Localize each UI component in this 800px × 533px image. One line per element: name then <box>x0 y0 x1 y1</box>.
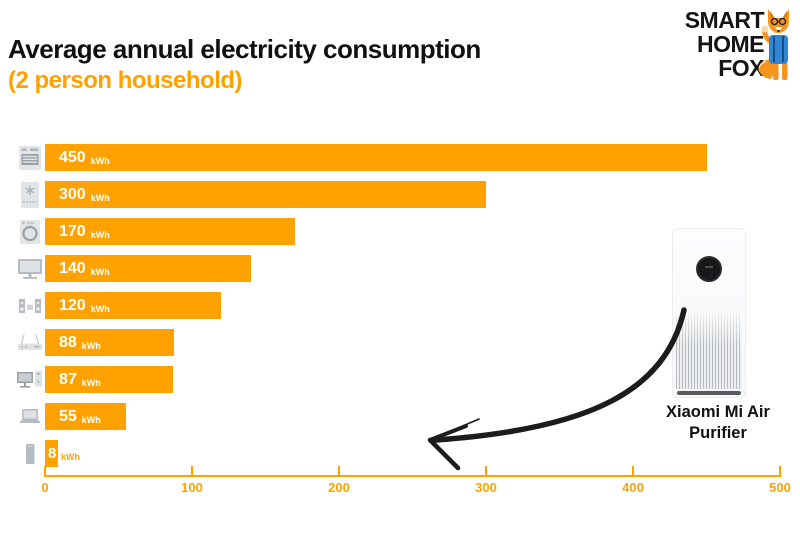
x-axis-tick-label: 400 <box>622 480 644 495</box>
bar-row: 120 kWh <box>14 287 780 324</box>
bar-value: 8 <box>48 445 57 462</box>
bar-row: 140 kWh <box>14 250 780 287</box>
x-axis-tick <box>485 466 487 477</box>
annotation-line: Purifier <box>689 424 747 442</box>
bar-row: 170 kWh <box>14 213 780 250</box>
brand-logo: SMART HOME FOX <box>684 7 765 81</box>
air-purifier-image <box>672 228 746 398</box>
x-axis-tick <box>191 466 193 477</box>
header: Average annual electricity consumption (… <box>8 34 481 95</box>
bar-unit: kWh <box>90 266 110 277</box>
bar-unit: kWh <box>61 451 80 462</box>
tv-icon <box>14 254 45 284</box>
desktop-computer-icon <box>14 365 45 395</box>
annotation-label: Xiaomi Mi Air Purifier <box>648 402 788 444</box>
logo-line: FOX <box>718 55 764 81</box>
bar-track: 8 kWh <box>45 440 780 467</box>
washing-machine-icon <box>14 217 45 247</box>
bar-unit: kWh <box>81 414 101 425</box>
page-title: Average annual electricity consumption <box>8 34 481 64</box>
bar-value: 120 <box>59 296 86 314</box>
bar-laptop: 55 kWh <box>45 403 126 430</box>
bar-value: 450 <box>59 148 86 166</box>
bar-electric-stove: 450 kWh <box>45 144 707 171</box>
x-axis-tick <box>44 466 46 477</box>
bar-track: 87 kWh <box>45 366 780 393</box>
bar-track: 170 kWh <box>45 218 780 245</box>
bar-track: 300 kWh <box>45 181 780 208</box>
fox-mascot-icon <box>758 9 789 80</box>
stereo-icon <box>14 291 45 321</box>
x-axis-tick <box>779 466 781 477</box>
x-axis-tick-label: 100 <box>181 480 203 495</box>
bar-value: 300 <box>59 185 86 203</box>
bar-freezer: 300 kWh <box>45 181 486 208</box>
annotation-line: Xiaomi Mi Air <box>666 403 770 421</box>
bar-row: 87 kWh <box>14 361 780 398</box>
router-icon <box>14 328 45 358</box>
smartphone-icon <box>14 439 45 469</box>
bar-track: 55 kWh <box>45 403 780 430</box>
x-axis-tick <box>632 466 634 477</box>
x-axis-line <box>45 475 780 477</box>
bar-value: 88 <box>59 333 77 351</box>
bar-tv: 140 kWh <box>45 255 251 282</box>
logo-line: SMART <box>684 7 765 33</box>
bar-unit: kWh <box>90 155 110 166</box>
freezer-icon <box>14 180 45 210</box>
bar-unit: kWh <box>81 340 101 351</box>
bar-row: 8 kWh <box>14 435 780 472</box>
purifier-base <box>677 391 741 395</box>
bar-unit: kWh <box>90 229 110 240</box>
bar-unit: kWh <box>90 192 110 203</box>
bar-value: 140 <box>59 259 86 277</box>
bar-value: 170 <box>59 222 86 240</box>
x-axis-tick <box>338 466 340 477</box>
bar-smartphone: 8 <box>45 440 58 467</box>
bar-value: 87 <box>59 370 77 388</box>
bar-desktop-computer: 87 kWh <box>45 366 173 393</box>
x-axis-tick-label: 200 <box>328 480 350 495</box>
bar-chart: 450 kWh 300 kWh 170 kWh 140 kWh 120 kWh 88 kWh 87 kWh… <box>14 139 780 472</box>
bar-unit: kWh <box>81 377 101 388</box>
bar-unit: kWh <box>90 303 110 314</box>
logo-line: HOME <box>697 31 765 57</box>
bar-track: 450 kWh <box>45 144 780 171</box>
bar-track: 88 kWh <box>45 329 780 356</box>
bar-washing-machine: 170 kWh <box>45 218 295 245</box>
purifier-display <box>696 256 722 282</box>
bar-row: 450 kWh <box>14 139 780 176</box>
bar-wifi-router: 88 kWh <box>45 329 175 356</box>
x-axis-tick-label: 500 <box>769 480 791 495</box>
bar-row: 55 kWh <box>14 398 780 435</box>
bar-track: 120 kWh <box>45 292 780 319</box>
x-axis-tick-label: 300 <box>475 480 497 495</box>
x-axis-tick-label: 0 <box>41 480 49 495</box>
bar-stereo-system: 120 kWh <box>45 292 222 319</box>
x-axis: 0 100 200 300 400 500 <box>41 466 791 498</box>
bar-row: 88 kWh <box>14 324 780 361</box>
page-subtitle: (2 person household) <box>8 67 243 94</box>
laptop-icon <box>14 402 45 432</box>
stove-icon <box>14 143 45 173</box>
bar-row: 300 kWh <box>14 176 780 213</box>
bar-track: 140 kWh <box>45 255 780 282</box>
purifier-mesh <box>676 309 742 389</box>
bar-value: 55 <box>59 407 77 425</box>
